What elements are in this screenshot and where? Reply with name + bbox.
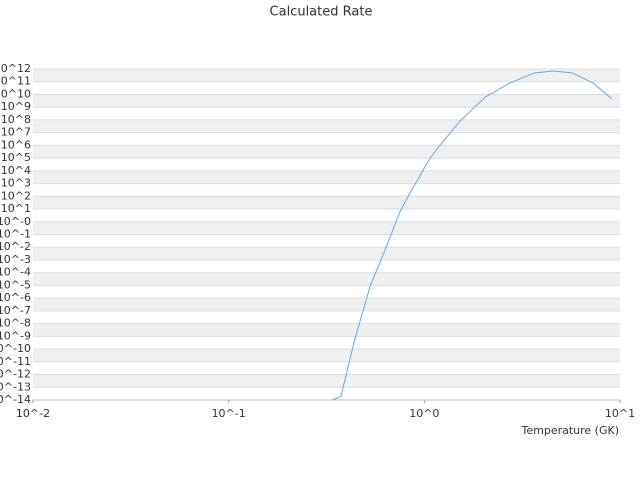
y-tick-label: 10^-6: [0, 291, 31, 304]
y-tick-label: 10^-7: [0, 304, 31, 317]
y-tick-label: 10^-1: [0, 228, 31, 241]
y-tick-label: 10^10: [0, 87, 31, 100]
grid-band: [33, 170, 620, 184]
grid-band: [33, 69, 620, 82]
y-tick-label: 10^11: [0, 75, 31, 88]
x-axis-label: Temperature (GK): [521, 424, 620, 437]
grid-band: [33, 323, 620, 337]
grid-band: [33, 247, 620, 260]
y-tick-label: 10^-5: [0, 278, 31, 291]
y-tick-label: 10^9: [1, 100, 31, 113]
y-tick-label: 10^-13: [0, 380, 31, 393]
grid-band: [33, 94, 620, 108]
y-tick-label: 10^-3: [0, 253, 31, 266]
y-tick-label: 10^-4: [0, 266, 31, 279]
y-tick-label: 10^-11: [0, 355, 31, 368]
y-tick-label: 10^-10: [0, 342, 31, 355]
grid-band: [33, 374, 620, 388]
y-tick-label: 10^-0: [0, 215, 31, 228]
grid-band: [33, 145, 620, 159]
y-tick-label: 10^3: [1, 177, 31, 190]
grid-band: [33, 221, 620, 235]
y-tick-label: 10^-9: [0, 329, 31, 342]
data-line: [332, 70, 613, 401]
y-tick-label: 10^6: [1, 138, 31, 151]
y-tick-label: 10^1: [1, 202, 31, 215]
x-tick-label: 10^-2: [16, 407, 50, 420]
y-tick-label: 10^5: [1, 151, 31, 164]
y-tick-label: 10^2: [1, 189, 31, 202]
y-tick-label: 10^-8: [0, 317, 31, 330]
y-tick-label: 10^-12: [0, 368, 31, 381]
y-tick-label: 10^-2: [0, 240, 31, 253]
y-tick-label: 10^12: [0, 62, 31, 75]
y-tick-label: 10^7: [1, 126, 31, 139]
grid-band: [33, 196, 620, 210]
x-tick-label: 10^0: [409, 407, 439, 420]
y-tick-label: 10^8: [1, 113, 31, 126]
y-tick-label: 10^4: [1, 164, 31, 177]
grid-band: [33, 272, 620, 286]
grid-band: [33, 119, 620, 133]
grid-band: [33, 349, 620, 362]
y-tick-label: 10^-14: [0, 393, 31, 406]
chart-title: Calculated Rate: [270, 5, 373, 20]
x-tick-label: 10^1: [605, 407, 635, 420]
x-tick-label: 10^-1: [212, 407, 246, 420]
grid-band: [33, 298, 620, 311]
